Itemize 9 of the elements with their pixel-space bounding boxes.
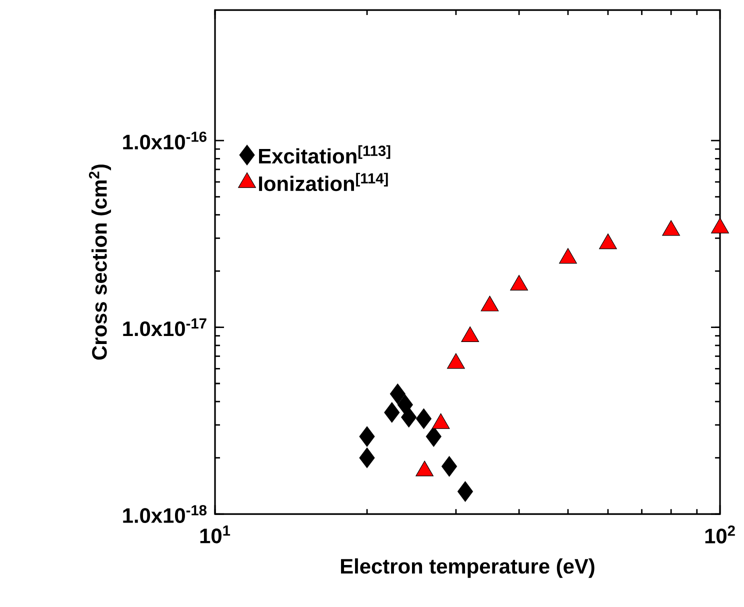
y-tick-label: 1.0x10$^{-18}$ — [123, 505, 207, 523]
x-axis-title: Electron temperature (eV) — [341, 558, 594, 578]
y-axis-title: Cross section (cm$^{2}$) — [88, 164, 111, 360]
y-tick-label: 1.0x10$^{-16}$ — [123, 132, 206, 150]
y-tick-label: 1.0x10$^{-17}$ — [123, 318, 206, 336]
x-tick-label: 10$^{1}$ — [200, 526, 230, 544]
legend-label: Ionization$^{[114]}$ — [259, 172, 388, 192]
x-tick-label: 10$^{2}$ — [705, 526, 735, 544]
legend-label: Excitation$^{[113]}$ — [259, 145, 390, 164]
